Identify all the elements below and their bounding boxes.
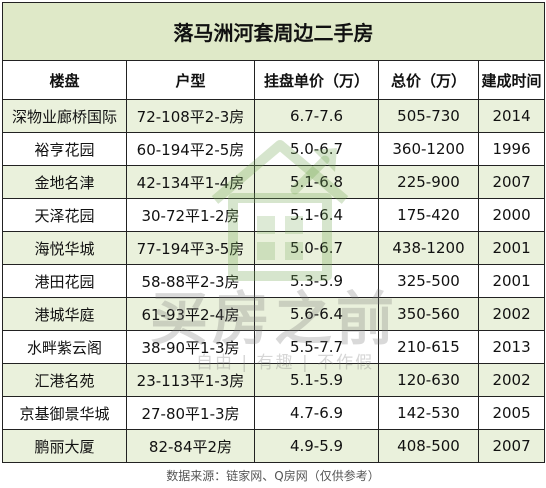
build-year-cell: 2005 xyxy=(477,396,546,430)
estate-name-cell: 金地名津 xyxy=(2,165,127,199)
build-year-cell: 2000 xyxy=(477,198,546,232)
layout-cell: 30-72平1-2房 xyxy=(126,198,255,232)
layout-cell: 58-88平2-3房 xyxy=(126,264,255,298)
total-price-cell: 505-730 xyxy=(378,99,479,133)
layout-cell: 27-80平1-3房 xyxy=(126,396,255,430)
estate-name-cell: 水畔紫云阁 xyxy=(2,330,127,364)
table-row: 金地名津 42-134平1-4房 5.1-6.8 225-900 2007 xyxy=(2,165,546,199)
table-row: 裕亨花园 60-194平2-5房 5.0-6.7 360-1200 1996 xyxy=(2,132,546,166)
estate-name-cell: 京基御景华城 xyxy=(2,396,127,430)
table-row: 港田花园 58-88平2-3房 5.3-5.9 325-500 2001 xyxy=(2,264,546,298)
total-price-cell: 175-420 xyxy=(378,198,479,232)
housing-table: 落马洲河套周边二手房 楼盘 户型 挂盘单价（万） 总价（万） 建成时间 深物业廊… xyxy=(1,2,546,463)
estate-name-cell: 鹏丽大厦 xyxy=(2,429,127,463)
unit-price-cell: 5.5-7.7 xyxy=(254,330,379,364)
title-row: 落马洲河套周边二手房 xyxy=(1,2,546,61)
layout-cell: 72-108平2-3房 xyxy=(126,99,255,133)
total-price-cell: 325-500 xyxy=(378,264,479,298)
total-price-cell: 120-630 xyxy=(378,363,479,397)
estate-name-cell: 天泽花园 xyxy=(2,198,127,232)
layout-cell: 82-84平2房 xyxy=(126,429,255,463)
table-row: 深物业廊桥国际 72-108平2-3房 6.7-7.6 505-730 2014 xyxy=(2,99,546,133)
layout-cell: 77-194平3-5房 xyxy=(126,231,255,265)
table-row: 鹏丽大厦 82-84平2房 4.9-5.9 408-500 2007 xyxy=(2,429,546,463)
total-price-cell: 142-530 xyxy=(378,396,479,430)
column-header-unit-price: 挂盘单价（万） xyxy=(254,60,379,100)
layout-cell: 42-134平1-4房 xyxy=(126,165,255,199)
layout-cell: 38-90平1-3房 xyxy=(126,330,255,364)
estate-name-cell: 裕亨花园 xyxy=(2,132,127,166)
unit-price-cell: 6.7-7.6 xyxy=(254,99,379,133)
total-price-cell: 408-500 xyxy=(378,429,479,463)
table-row: 京基御景华城 27-80平1-3房 4.7-6.9 142-530 2005 xyxy=(2,396,546,430)
table-row: 港城华庭 61-93平2-4房 5.6-6.4 350-560 2002 xyxy=(2,297,546,331)
estate-name-cell: 港田花园 xyxy=(2,264,127,298)
table-row: 汇港名苑 23-113平1-3房 5.1-5.9 120-630 2002 xyxy=(2,363,546,397)
unit-price-cell: 4.7-6.9 xyxy=(254,396,379,430)
column-header-layout: 户型 xyxy=(126,60,255,100)
layout-cell: 61-93平2-4房 xyxy=(126,297,255,331)
column-header-total-price: 总价（万） xyxy=(378,60,479,100)
unit-price-cell: 5.1-6.8 xyxy=(254,165,379,199)
build-year-cell: 2002 xyxy=(477,363,546,397)
build-year-cell: 2001 xyxy=(477,231,546,265)
column-header-build-year: 建成时间 xyxy=(477,60,546,100)
build-year-cell: 1996 xyxy=(477,132,546,166)
total-price-cell: 360-1200 xyxy=(378,132,479,166)
build-year-cell: 2007 xyxy=(477,165,546,199)
table-title: 落马洲河套周边二手房 xyxy=(1,2,546,61)
unit-price-cell: 5.3-5.9 xyxy=(254,264,379,298)
layout-cell: 23-113平1-3房 xyxy=(126,363,255,397)
table-row: 水畔紫云阁 38-90平1-3房 5.5-7.7 210-615 2013 xyxy=(2,330,546,364)
housing-table-sheet: 落马洲河套周边二手房 楼盘 户型 挂盘单价（万） 总价（万） 建成时间 深物业廊… xyxy=(1,2,546,466)
unit-price-cell: 5.0-6.7 xyxy=(254,132,379,166)
data-source-footer: 数据来源：链家网、Q房网（仅供参考） xyxy=(0,466,546,488)
total-price-cell: 225-900 xyxy=(378,165,479,199)
build-year-cell: 2014 xyxy=(477,99,546,133)
unit-price-cell: 5.0-6.7 xyxy=(254,231,379,265)
header-row: 楼盘 户型 挂盘单价（万） 总价（万） 建成时间 xyxy=(2,60,546,100)
unit-price-cell: 5.1-5.9 xyxy=(254,363,379,397)
unit-price-cell: 5.1-6.4 xyxy=(254,198,379,232)
unit-price-cell: 4.9-5.9 xyxy=(254,429,379,463)
column-header-estate: 楼盘 xyxy=(2,60,127,100)
build-year-cell: 2013 xyxy=(477,330,546,364)
estate-name-cell: 海悦华城 xyxy=(2,231,127,265)
table-row: 天泽花园 30-72平1-2房 5.1-6.4 175-420 2000 xyxy=(2,198,546,232)
build-year-cell: 2001 xyxy=(477,264,546,298)
estate-name-cell: 港城华庭 xyxy=(2,297,127,331)
table-row: 海悦华城 77-194平3-5房 5.0-6.7 438-1200 2001 xyxy=(2,231,546,265)
layout-cell: 60-194平2-5房 xyxy=(126,132,255,166)
total-price-cell: 210-615 xyxy=(378,330,479,364)
build-year-cell: 2007 xyxy=(477,429,546,463)
unit-price-cell: 5.6-6.4 xyxy=(254,297,379,331)
estate-name-cell: 汇港名苑 xyxy=(2,363,127,397)
estate-name-cell: 深物业廊桥国际 xyxy=(2,99,127,133)
build-year-cell: 2002 xyxy=(477,297,546,331)
total-price-cell: 350-560 xyxy=(378,297,479,331)
total-price-cell: 438-1200 xyxy=(378,231,479,265)
